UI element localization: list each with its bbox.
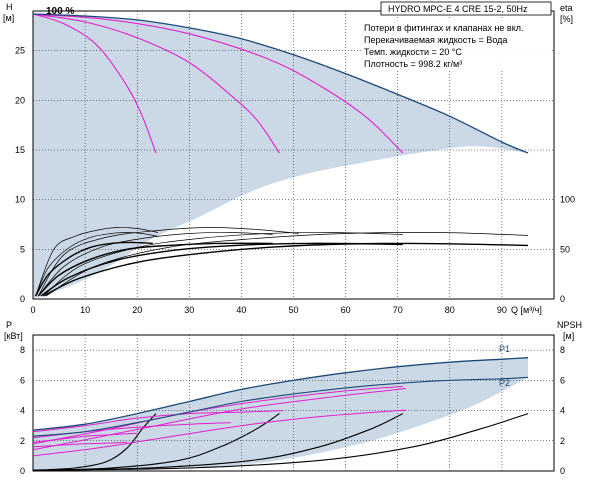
efficiency-curves bbox=[34, 227, 529, 297]
head-plot-frame bbox=[32, 10, 555, 300]
power-y-tick: 6 bbox=[20, 375, 25, 385]
power-plot-frame bbox=[32, 334, 555, 472]
power-operating-envelope bbox=[33, 357, 528, 472]
power-npsh-panel: 0 2 4 6 8 0 2 4 6 8 P1 P2 P [кВт] NPSH [м] bbox=[4, 320, 582, 476]
head-y-tick: 25 bbox=[15, 46, 25, 56]
eta-y-tick-labels: 0 50 100 bbox=[560, 195, 575, 304]
head-operating-envelope bbox=[33, 14, 528, 299]
p1-curve bbox=[32, 357, 529, 431]
npsh-y-tick: 6 bbox=[560, 375, 565, 385]
note-density: Плотность = 998.2 кг/м³ bbox=[364, 59, 462, 69]
head-y-tick: 15 bbox=[15, 145, 25, 155]
title-box bbox=[380, 1, 552, 16]
efficiency-curve bbox=[37, 232, 273, 297]
speed-label: 100 % bbox=[46, 6, 74, 17]
power-y-tick: 2 bbox=[20, 436, 25, 446]
flow-x-tick: 30 bbox=[184, 305, 194, 315]
pump-head-curve bbox=[32, 13, 157, 154]
flow-x-tick: 90 bbox=[497, 305, 507, 315]
pump-head-curve bbox=[32, 13, 280, 154]
max-head-curve bbox=[32, 13, 529, 154]
head-grid bbox=[33, 11, 554, 299]
flow-x-tick: 20 bbox=[132, 305, 142, 315]
flow-x-tick: 40 bbox=[236, 305, 246, 315]
note-liquid: Перекачиваемая жидкость = Вода bbox=[364, 35, 507, 45]
npsh-axis-label: NPSH bbox=[557, 320, 582, 330]
efficiency-curve bbox=[35, 232, 159, 297]
note-temperature: Темп. жидкости = 20 °C bbox=[364, 47, 462, 57]
head-y-tick: 5 bbox=[20, 244, 25, 254]
pump-power-curve bbox=[32, 387, 406, 451]
p2-curve bbox=[32, 376, 529, 437]
power-y-tick-labels: 0 2 4 6 8 bbox=[20, 345, 25, 476]
npsh-y-tick-labels: 0 2 4 6 8 bbox=[560, 345, 565, 476]
pump-power-curve bbox=[32, 409, 406, 457]
head-y-tick: 20 bbox=[15, 95, 25, 105]
eta-y-tick: 0 bbox=[560, 294, 565, 304]
note-losses: Потери в фитингах и клапанах не вкл. bbox=[364, 23, 524, 33]
power-y-tick: 8 bbox=[20, 345, 25, 355]
efficiency-curve bbox=[37, 227, 299, 297]
eta-y-tick: 50 bbox=[560, 244, 570, 254]
power-y-tick: 4 bbox=[20, 406, 25, 416]
flow-x-tick-labels: 0 10 20 30 40 50 60 70 80 90 bbox=[30, 305, 506, 315]
pump-power-curve bbox=[32, 410, 284, 433]
head-y-tick: 10 bbox=[15, 195, 25, 205]
head-axis-unit: [м] bbox=[3, 13, 14, 23]
npsh-y-tick: 2 bbox=[560, 436, 565, 446]
npsh-axis-unit: [м] bbox=[563, 331, 574, 341]
p1-label: P1 bbox=[499, 344, 510, 354]
eta-axis-unit: [%] bbox=[560, 14, 573, 24]
pump-power-curve bbox=[32, 385, 403, 445]
npsh-y-tick: 4 bbox=[560, 406, 565, 416]
efficiency-curve bbox=[37, 242, 273, 297]
eta-axis-label: eta bbox=[560, 3, 573, 13]
efficiency-curve bbox=[40, 242, 403, 297]
pump-power-curve bbox=[32, 441, 127, 448]
chart-title: HYDRO MPC-E 4 CRE 15-2, 50Hz bbox=[388, 4, 528, 14]
notes-box bbox=[361, 18, 551, 69]
eta-y-tick: 100 bbox=[560, 195, 575, 205]
efficiency-curve bbox=[43, 232, 403, 297]
npsh-curve bbox=[32, 413, 529, 471]
flow-x-tick: 0 bbox=[30, 305, 35, 315]
head-y-tick-labels: 0 5 10 15 20 25 bbox=[15, 46, 25, 304]
power-axis-label: P bbox=[6, 320, 12, 330]
pump-head-curves bbox=[32, 13, 404, 154]
head-axis-label: H bbox=[6, 2, 13, 12]
efficiency-curve bbox=[34, 241, 153, 297]
efficiency-curve bbox=[45, 232, 529, 297]
flow-x-tick: 70 bbox=[393, 305, 403, 315]
power-axis-unit: [кВт] bbox=[4, 331, 23, 341]
power-y-tick: 0 bbox=[20, 466, 25, 476]
p2-label: P2 bbox=[499, 378, 510, 388]
flow-x-tick: 50 bbox=[288, 305, 298, 315]
flow-x-tick: 60 bbox=[341, 305, 351, 315]
npsh-y-tick: 8 bbox=[560, 345, 565, 355]
pump-head-curve bbox=[32, 13, 404, 154]
flow-axis-label: Q [м³/ч] bbox=[511, 305, 542, 315]
flow-x-tick: 10 bbox=[80, 305, 90, 315]
flow-x-tick: 80 bbox=[445, 305, 455, 315]
npsh-curve bbox=[32, 413, 280, 471]
efficiency-curve bbox=[35, 227, 159, 297]
head-y-tick: 0 bbox=[20, 294, 25, 304]
efficiency-curve bbox=[43, 242, 529, 297]
npsh-y-tick: 0 bbox=[560, 466, 565, 476]
